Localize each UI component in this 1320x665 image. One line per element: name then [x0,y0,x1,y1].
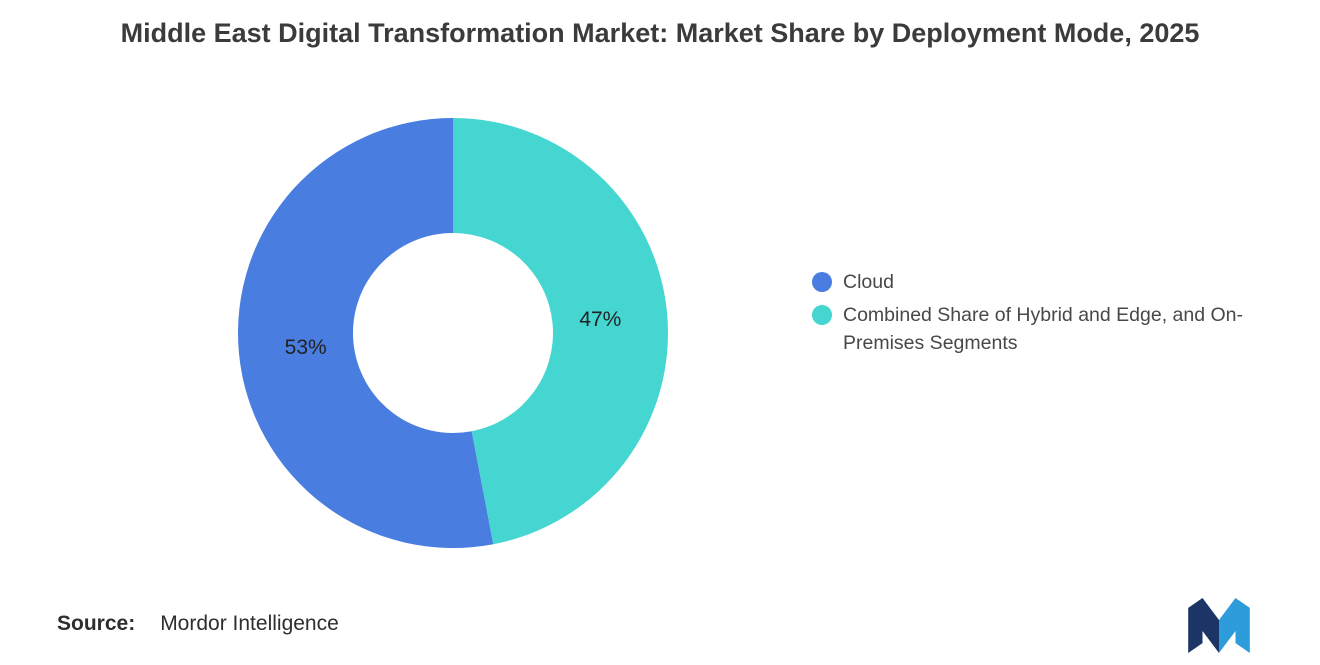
source-label: Source: [57,612,136,635]
source-value: Mordor Intelligence [160,612,339,635]
mordor-intelligence-logo [1188,598,1250,653]
legend-label-combined: Combined Share of Hybrid and Edge, and O… [843,304,1243,354]
legend-swatch-cloud [812,272,832,292]
donut-slice-0[interactable] [238,118,494,548]
legend: Cloud Combined Share of Hybrid and Edge,… [812,268,1283,357]
logo-shape-midright-icon [1219,598,1236,653]
legend-swatch-combined [812,305,832,325]
logo-shape-left-icon [1188,598,1203,653]
legend-item-cloud[interactable]: Cloud [812,268,1283,296]
legend-item-combined[interactable]: Combined Share of Hybrid and Edge, and O… [812,301,1283,357]
legend-label-cloud: Cloud [843,271,894,293]
slice-label-0: 53% [285,336,327,359]
source-line: Source: Mordor Intelligence [57,612,339,636]
logo-shape-right-icon [1235,598,1250,653]
slice-label-1: 47% [579,308,621,331]
donut-slice-1[interactable] [453,118,668,545]
chart-title: Middle East Digital Transformation Marke… [120,18,1200,48]
logo-shape-midleft-icon [1202,598,1219,653]
chart-area: 53% 47% [238,118,668,548]
donut-chart-svg: 53% 47% [238,118,668,548]
